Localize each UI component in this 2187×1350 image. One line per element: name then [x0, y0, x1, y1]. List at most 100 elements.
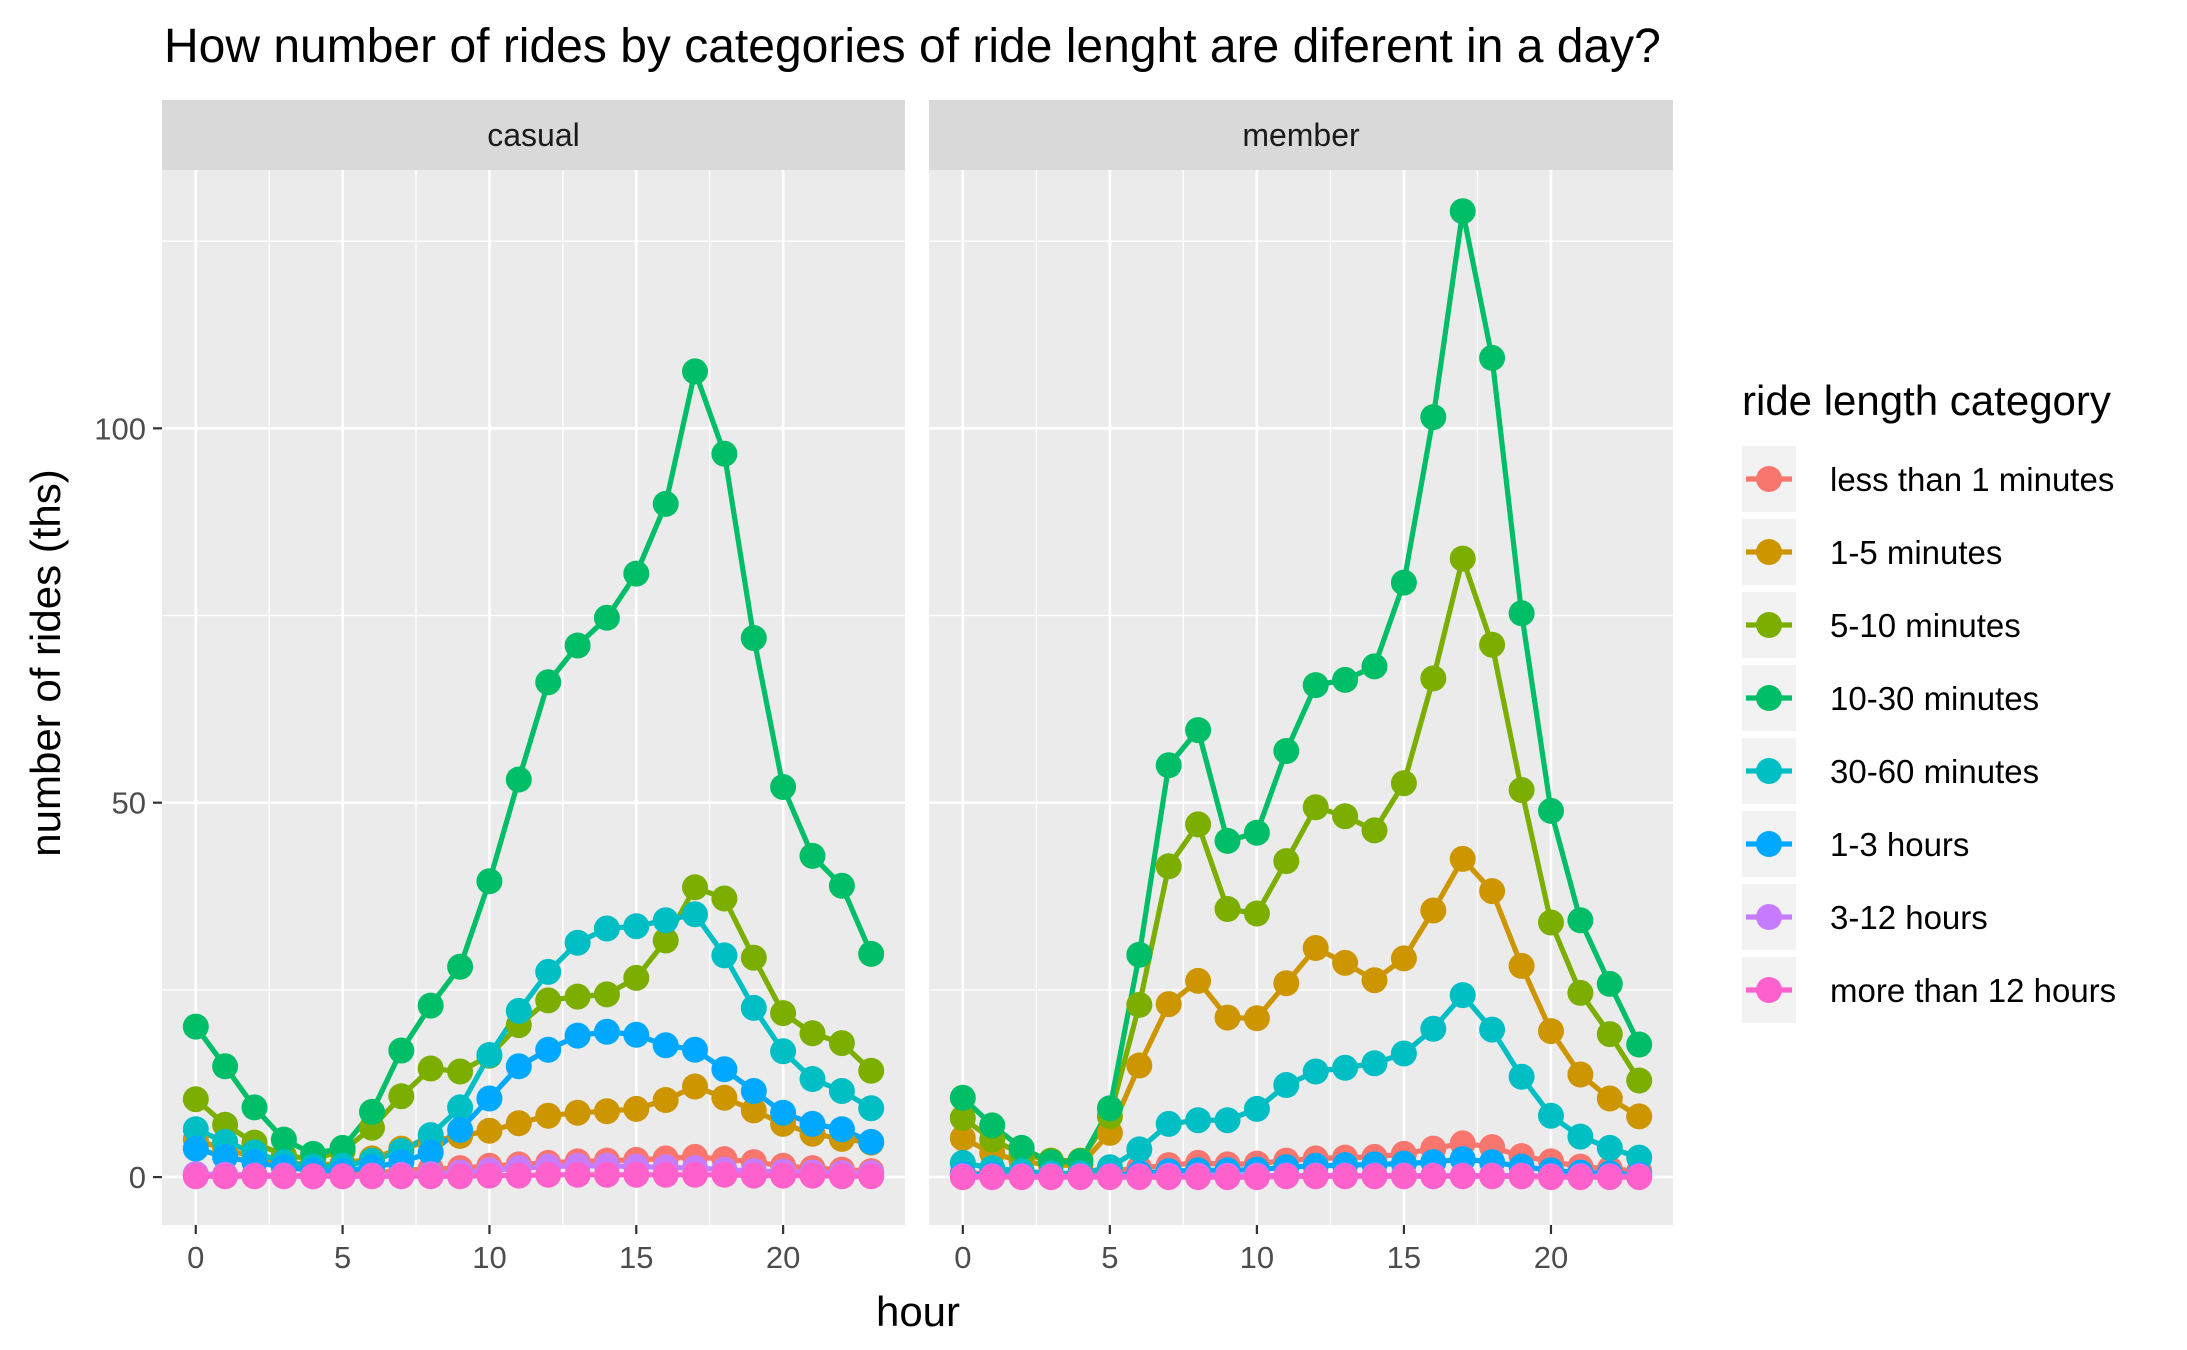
- data-point-member-1-19: [1508, 952, 1535, 979]
- axes-layer: 0 5 10 15 20 0 50 100 0 5 10 15 20: [94, 411, 1568, 1275]
- data-point-casual-1-14: [593, 1098, 620, 1125]
- data-point-casual-5-21: [799, 1110, 826, 1137]
- data-point-casual-2-13: [564, 983, 591, 1010]
- data-point-casual-5-18: [711, 1056, 738, 1083]
- data-point-casual-4-16: [652, 907, 679, 934]
- data-point-member-4-20: [1538, 1102, 1564, 1129]
- data-point-casual-5-17: [682, 1036, 708, 1063]
- legend-item: 5-10 minutes: [1742, 592, 2021, 658]
- data-point-casual-7-17: [682, 1161, 708, 1188]
- data-point-casual-7-5: [329, 1163, 356, 1190]
- data-point-member-1-16: [1420, 897, 1447, 924]
- legend-item: 30-60 minutes: [1742, 738, 2039, 804]
- data-point-casual-7-8: [417, 1163, 444, 1190]
- data-point-member-2-21: [1567, 979, 1594, 1006]
- panel-member: member: [929, 100, 1673, 1225]
- data-point-member-7-4: [1067, 1164, 1094, 1191]
- data-point-casual-3-3: [270, 1126, 297, 1153]
- legend-item: more than 12 hours: [1742, 957, 2116, 1023]
- data-point-member-4-8: [1185, 1107, 1212, 1134]
- data-point-casual-2-0: [182, 1086, 209, 1113]
- data-point-casual-7-1: [212, 1163, 239, 1190]
- data-point-member-1-9: [1214, 1004, 1241, 1031]
- data-point-casual-1-15: [623, 1095, 650, 1122]
- data-point-casual-4-11: [505, 997, 532, 1024]
- data-point-member-2-6: [1126, 991, 1153, 1018]
- data-point-casual-5-16: [652, 1032, 679, 1059]
- data-point-casual-2-22: [828, 1030, 855, 1057]
- data-point-casual-7-11: [505, 1162, 532, 1189]
- data-point-casual-1-16: [652, 1087, 679, 1113]
- data-point-member-3-23: [1626, 1031, 1653, 1058]
- data-point-casual-2-15: [623, 964, 650, 991]
- data-point-casual-7-23: [858, 1163, 885, 1190]
- data-point-member-3-5: [1096, 1095, 1123, 1122]
- data-point-member-3-7: [1155, 752, 1182, 779]
- data-point-casual-5-13: [564, 1022, 591, 1049]
- x-tick-label: 5: [334, 1240, 351, 1275]
- data-point-member-4-11: [1273, 1072, 1300, 1098]
- data-point-member-4-15: [1390, 1040, 1417, 1067]
- legend-label: 1-5 minutes: [1830, 534, 2002, 571]
- data-point-casual-5-15: [623, 1021, 650, 1048]
- legend-key-point: [1756, 466, 1782, 492]
- data-point-casual-5-19: [740, 1078, 767, 1104]
- facet-label-casual: casual: [487, 117, 580, 153]
- data-point-member-4-7: [1155, 1110, 1182, 1137]
- panel-casual: casual: [162, 100, 905, 1225]
- legend-key-point: [1756, 758, 1782, 784]
- data-point-member-7-16: [1420, 1163, 1447, 1190]
- data-point-casual-4-12: [535, 958, 562, 985]
- legend-label: 30-60 minutes: [1830, 753, 2039, 790]
- y-tick-label: 50: [112, 786, 146, 821]
- x-tick-label: 15: [619, 1240, 653, 1275]
- data-point-member-2-12: [1302, 794, 1329, 821]
- data-point-member-2-15: [1390, 770, 1417, 797]
- data-point-member-4-10: [1243, 1095, 1270, 1122]
- data-point-casual-2-17: [682, 874, 708, 901]
- data-point-member-7-21: [1567, 1164, 1594, 1191]
- data-point-member-1-12: [1302, 935, 1329, 961]
- data-point-casual-3-6: [359, 1098, 385, 1125]
- data-point-casual-1-19: [740, 1097, 767, 1124]
- data-point-casual-2-20: [770, 1000, 797, 1027]
- data-point-casual-3-0: [182, 1013, 209, 1040]
- data-point-casual-7-3: [270, 1163, 297, 1190]
- data-point-member-7-15: [1390, 1163, 1417, 1190]
- data-point-member-7-5: [1096, 1164, 1123, 1191]
- data-point-member-3-6: [1126, 941, 1153, 968]
- data-point-member-4-12: [1302, 1058, 1329, 1085]
- data-point-casual-4-13: [564, 929, 591, 956]
- data-point-member-3-14: [1361, 653, 1388, 680]
- data-point-member-2-20: [1538, 909, 1564, 936]
- data-point-member-7-14: [1361, 1163, 1388, 1190]
- data-point-casual-4-21: [799, 1066, 826, 1092]
- data-point-casual-1-13: [564, 1099, 591, 1126]
- legend-label: 5-10 minutes: [1830, 607, 2021, 644]
- data-point-casual-5-9: [447, 1116, 474, 1143]
- data-point-member-2-23: [1626, 1067, 1653, 1094]
- data-point-casual-2-9: [447, 1058, 474, 1085]
- data-point-casual-4-14: [593, 915, 620, 942]
- data-point-member-7-8: [1185, 1164, 1212, 1191]
- data-point-member-2-9: [1214, 896, 1241, 922]
- data-point-casual-5-12: [535, 1036, 562, 1063]
- data-point-member-3-21: [1567, 907, 1594, 934]
- data-point-member-1-22: [1596, 1085, 1623, 1112]
- data-point-casual-1-12: [535, 1102, 562, 1129]
- y-axis-title: number of rides (ths): [22, 469, 69, 856]
- data-point-casual-7-20: [770, 1162, 797, 1189]
- data-point-casual-2-21: [799, 1020, 826, 1047]
- data-point-member-4-17: [1449, 982, 1476, 1009]
- x-tick-label: 0: [187, 1240, 204, 1275]
- data-point-casual-7-12: [535, 1161, 562, 1188]
- data-point-casual-4-22: [828, 1078, 855, 1104]
- data-point-casual-7-14: [593, 1161, 620, 1188]
- data-point-member-3-2: [1008, 1134, 1035, 1161]
- data-point-member-4-16: [1420, 1015, 1447, 1042]
- data-point-member-3-15: [1390, 569, 1417, 596]
- x-tick-label: 5: [1101, 1240, 1118, 1275]
- data-point-casual-4-18: [711, 942, 738, 969]
- legend-key-point: [1756, 904, 1782, 930]
